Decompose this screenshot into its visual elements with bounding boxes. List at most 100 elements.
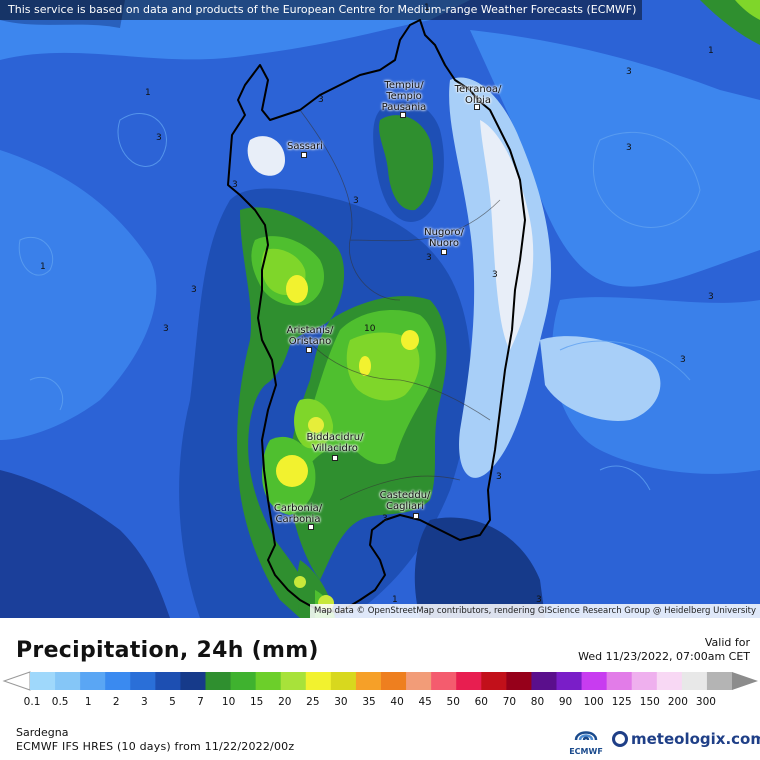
valid-for-label: Valid for: [704, 636, 750, 649]
scale-swatch: [30, 672, 56, 690]
scale-tick-label: 7: [197, 696, 204, 708]
scale-tick-label: 20: [278, 696, 292, 708]
scale-swatch: [581, 672, 608, 690]
scale-tick-label: 150: [639, 696, 660, 708]
scale-swatch: [656, 672, 683, 690]
scale-tick-label: 40: [390, 696, 404, 708]
city-label-tempio: Tempiu/Tempio Pausania: [381, 80, 427, 113]
isoline-label: 3: [536, 595, 542, 605]
scale-tick-label: 80: [530, 696, 545, 708]
isoline-label: 1: [708, 46, 714, 56]
color-scale: [2, 671, 758, 691]
scale-tick-label: 5: [169, 696, 176, 708]
scale-swatch: [606, 672, 633, 690]
isoline-label: 3: [232, 180, 238, 190]
scale-tick-label: 90: [558, 696, 573, 708]
isoline-label: 3: [626, 67, 632, 77]
scale-swatch: [330, 672, 357, 690]
scale-tick-label: 10: [221, 696, 236, 708]
scale-arrow-right: [732, 672, 758, 690]
scale-swatch: [706, 672, 733, 690]
scale-tick-label: 25: [306, 696, 320, 708]
scale-tick-label: 15: [249, 696, 264, 708]
scale-swatch: [431, 672, 457, 690]
scale-swatch: [406, 672, 432, 690]
scale-tick-label: 0.5: [51, 696, 69, 708]
product-title: Precipitation, 24h (mm): [16, 638, 319, 663]
legend-footer: Precipitation, 24h (mm) Valid for Wed 11…: [0, 618, 760, 760]
scale-swatch: [205, 672, 232, 690]
city-label-carbonia: Carbonia/Carbonia: [273, 503, 323, 525]
scale-swatch: [355, 672, 382, 690]
scale-tick-label: 200: [667, 696, 688, 708]
isoline-label: 1: [145, 88, 151, 98]
scale-swatch: [305, 672, 332, 690]
scale-swatch: [80, 672, 106, 690]
city-marker[interactable]: [308, 524, 314, 530]
map-attribution: Map data © OpenStreetMap contributors, r…: [310, 604, 760, 618]
city-label-oristano: Aristanis/Oristano: [286, 325, 334, 347]
isoline-label: 3: [382, 514, 388, 524]
scale-tick-label: 30: [334, 696, 348, 708]
scale-tick-label: 50: [446, 696, 460, 708]
city-marker[interactable]: [306, 347, 312, 353]
scale-tick-label: 0.1: [23, 696, 41, 708]
city-label-nuoro: Nugoro/Nuoro: [424, 227, 464, 249]
isoline-label: 3: [680, 355, 686, 365]
precipitation-field: [0, 0, 760, 618]
model-run-info: ECMWF IFS HRES (10 days) from 11/22/2022…: [16, 740, 295, 753]
city-label-villacidro: Biddacidru/Villacidro: [306, 432, 364, 454]
isoline-label: 3: [163, 324, 169, 334]
scale-swatch: [55, 672, 81, 690]
scale-swatch: [381, 672, 407, 690]
isoline-label: 3: [626, 143, 632, 153]
scale-tick-label: 60: [474, 696, 488, 708]
scale-tick-label: 100: [583, 696, 604, 708]
scale-tick-label: 300: [695, 696, 716, 708]
data-source-notice: This service is based on data and produc…: [0, 0, 643, 20]
city-marker[interactable]: [301, 152, 307, 158]
isoline-label: 1: [392, 595, 398, 605]
color-scale-labels: 0.1 0.5 1 2 3 5 7 10 15 20 25 30 35 40 45 50 60 70 80 90 100…: [0, 696, 760, 710]
isoline-label: 3: [353, 196, 359, 206]
isoline-label: 3: [492, 270, 498, 280]
city-marker[interactable]: [332, 455, 338, 461]
scale-swatch: [105, 672, 131, 690]
scale-swatch: [456, 672, 482, 690]
isoline-label: 3: [426, 253, 432, 263]
isoline-label: 1: [424, 3, 430, 13]
scale-swatch: [130, 672, 156, 690]
city-marker[interactable]: [400, 112, 406, 118]
scale-swatch: [681, 672, 708, 690]
scale-swatch: [155, 672, 181, 690]
forecast-map[interactable]: This service is based on data and produc…: [0, 0, 760, 618]
scale-swatch: [255, 672, 282, 690]
scale-tick-label: 70: [502, 696, 517, 708]
isoline-label: 1: [40, 262, 46, 272]
meteologix-brand: meteologix.com: [631, 730, 760, 748]
ecmwf-logo: ECMWF: [562, 722, 610, 756]
isoline-label: 3: [318, 95, 324, 105]
scale-tick-label: 3: [141, 696, 148, 708]
isoline-label: 3: [708, 292, 714, 302]
scale-tick-label: 35: [362, 696, 376, 708]
region-name: Sardegna: [16, 726, 69, 739]
city-marker[interactable]: [441, 249, 447, 255]
isoline-label: 3: [191, 285, 197, 295]
scale-tick-label: 45: [418, 696, 432, 708]
scale-swatch: [556, 672, 583, 690]
meteologix-logo[interactable]: meteologix.com: [612, 728, 760, 750]
scale-tick-label: 125: [611, 696, 632, 708]
scale-swatch: [230, 672, 257, 690]
city-marker[interactable]: [474, 104, 480, 110]
isoline-label: 3: [496, 472, 502, 482]
city-label-sassari: Sassari: [287, 141, 323, 152]
city-marker[interactable]: [413, 513, 419, 519]
scale-tick-label: 2: [112, 696, 120, 708]
valid-date: Wed 11/23/2022, 07:00am CET: [578, 650, 750, 663]
isoline-label: 10: [364, 324, 376, 334]
meteologix-icon: [612, 731, 628, 747]
ecmwf-icon: [574, 731, 598, 741]
scale-arrow-left: [2, 671, 31, 691]
scale-swatch: [280, 672, 307, 690]
